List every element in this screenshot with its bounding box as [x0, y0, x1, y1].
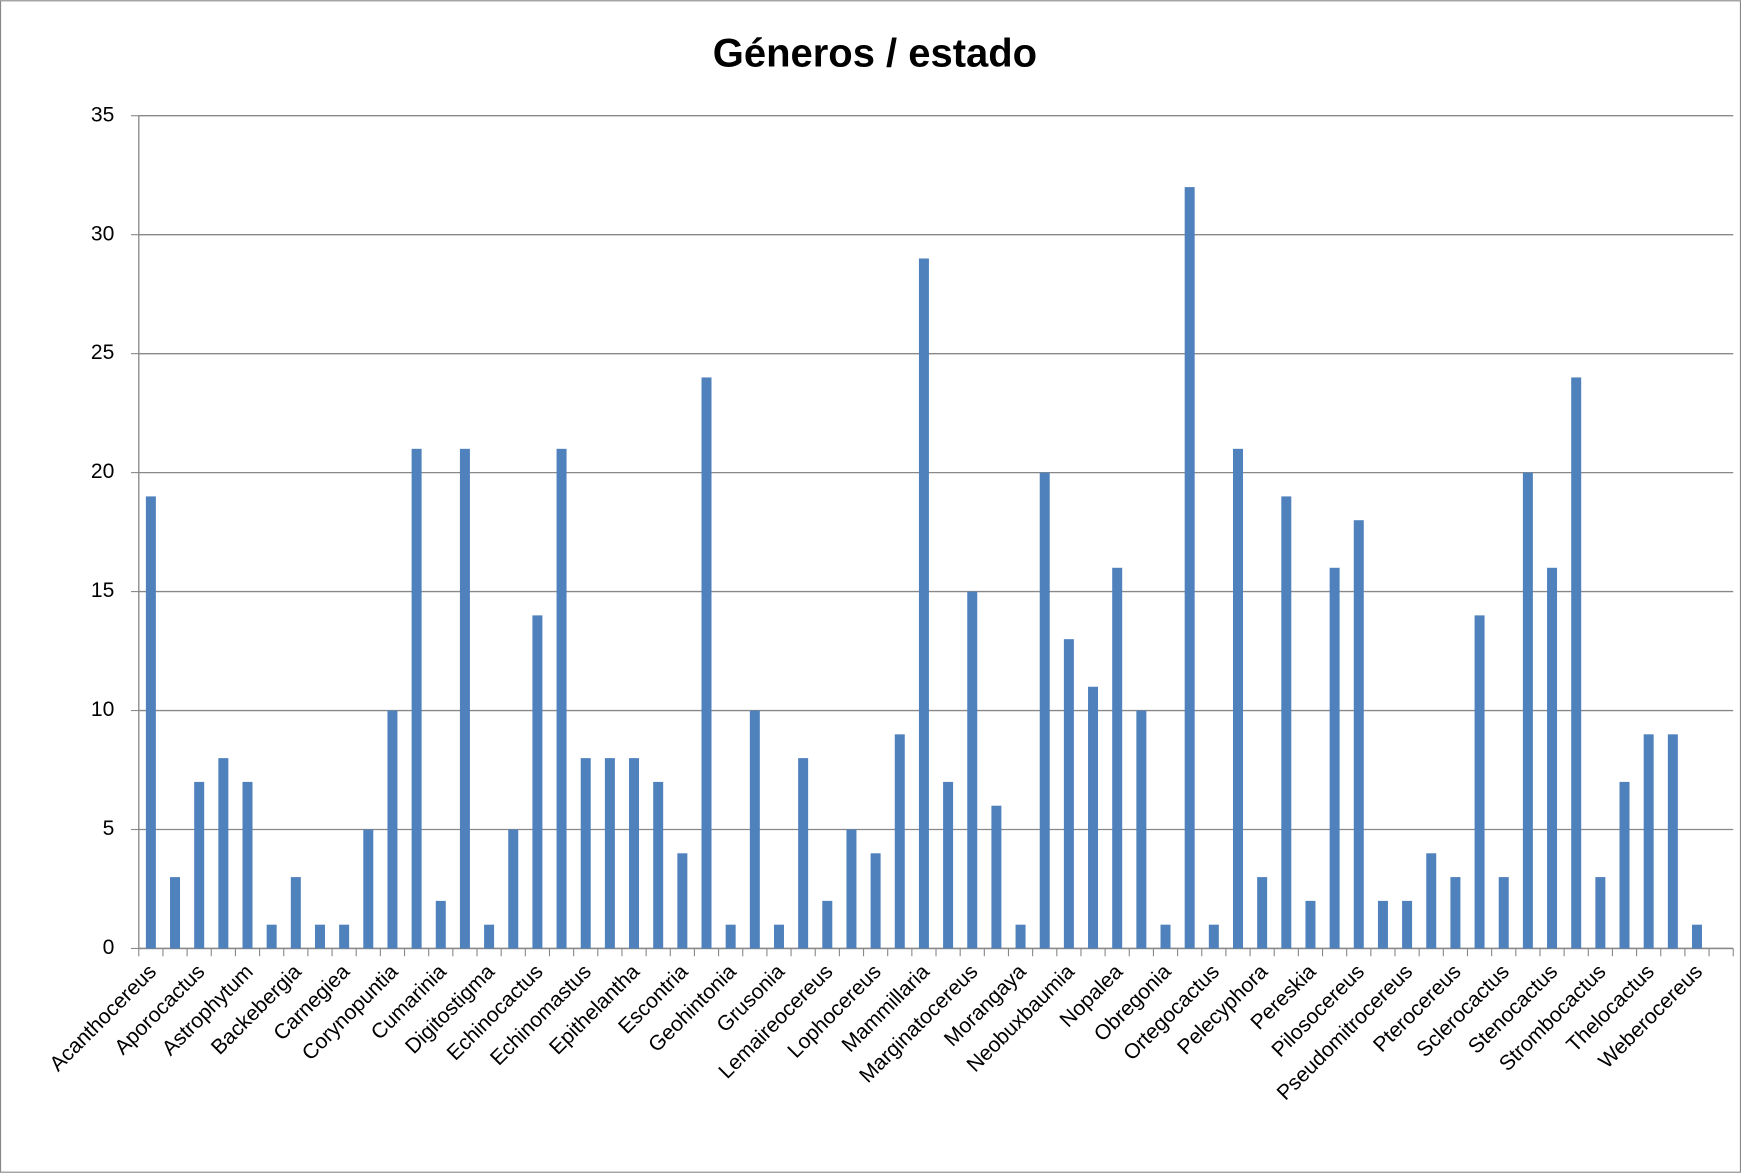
bar	[387, 710, 398, 949]
bar	[1305, 900, 1316, 949]
bar	[508, 829, 519, 949]
bar	[1329, 567, 1340, 949]
bar	[846, 829, 857, 949]
bar	[1522, 472, 1533, 949]
bar	[1619, 781, 1630, 949]
bar	[918, 258, 929, 949]
bar	[1257, 877, 1268, 949]
bar	[749, 710, 760, 949]
bar	[580, 758, 591, 949]
bar	[677, 853, 688, 949]
y-tick-label: 0	[103, 936, 115, 959]
bar	[363, 829, 374, 949]
bar	[1571, 377, 1582, 949]
bar	[1547, 567, 1558, 949]
bar	[290, 877, 301, 949]
bar	[218, 758, 229, 949]
bar	[1498, 877, 1509, 949]
bar	[1039, 472, 1050, 949]
y-tick-label: 25	[91, 341, 114, 364]
bar	[459, 448, 470, 949]
bar	[1691, 924, 1702, 949]
chart-title: Géneros / estado	[713, 31, 1037, 75]
y-tick-label: 30	[91, 222, 114, 245]
bar	[1281, 496, 1292, 949]
bar	[1160, 924, 1171, 949]
bar	[314, 924, 325, 949]
bar	[1353, 520, 1364, 949]
bar	[943, 781, 954, 949]
bar	[1402, 900, 1413, 949]
bar	[1667, 734, 1678, 949]
bar	[894, 734, 905, 949]
y-tick-label: 20	[91, 460, 114, 483]
bar	[170, 877, 181, 949]
bar	[1136, 710, 1147, 949]
y-tick-label: 5	[103, 817, 115, 840]
bar	[1450, 877, 1461, 949]
bar	[194, 781, 205, 949]
bar	[967, 591, 978, 949]
bar	[339, 924, 350, 949]
bar	[870, 853, 881, 949]
bar	[822, 900, 833, 949]
bar	[1112, 567, 1123, 949]
bar	[411, 448, 422, 949]
bar	[435, 900, 446, 949]
bar	[1643, 734, 1654, 949]
bar	[484, 924, 495, 949]
bar	[1063, 639, 1074, 949]
bar	[798, 758, 809, 949]
bar	[701, 377, 712, 949]
bar	[1088, 686, 1099, 949]
bar	[1232, 448, 1243, 949]
bar	[991, 805, 1002, 949]
bar	[145, 496, 156, 949]
bar	[773, 924, 784, 949]
bar	[1426, 853, 1437, 949]
bar	[532, 615, 543, 949]
bar	[1208, 924, 1219, 949]
bar	[242, 781, 253, 949]
y-tick-label: 35	[91, 103, 114, 126]
bar	[653, 781, 664, 949]
bar	[266, 924, 277, 949]
bar	[556, 448, 567, 949]
bar	[629, 758, 640, 949]
bar	[1015, 924, 1026, 949]
bar	[725, 924, 736, 949]
bar	[1595, 877, 1606, 949]
bar	[1184, 187, 1195, 949]
bar	[1377, 900, 1388, 949]
y-tick-label: 10	[91, 698, 114, 721]
y-tick-label: 15	[91, 579, 114, 602]
bar	[1474, 615, 1485, 949]
bar	[604, 758, 615, 949]
